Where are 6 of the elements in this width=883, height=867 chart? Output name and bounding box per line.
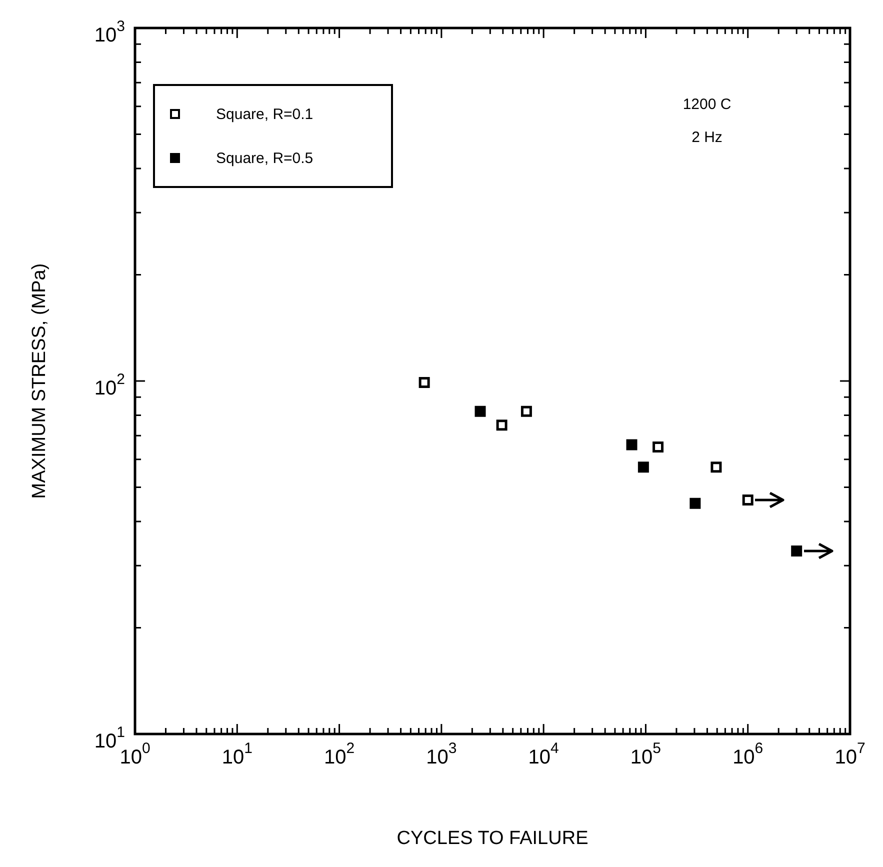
annotation: 2 Hz	[692, 129, 722, 146]
x-axis-title: CYCLES TO FAILURE	[396, 828, 588, 850]
legend-label: Square, R=0.5	[216, 150, 314, 166]
annotation: 1200 C	[682, 96, 732, 114]
legend-label: Square, R=0.1	[216, 106, 314, 122]
y-axis-title: MAXIMUM STRESS, (MPa)	[29, 263, 50, 499]
